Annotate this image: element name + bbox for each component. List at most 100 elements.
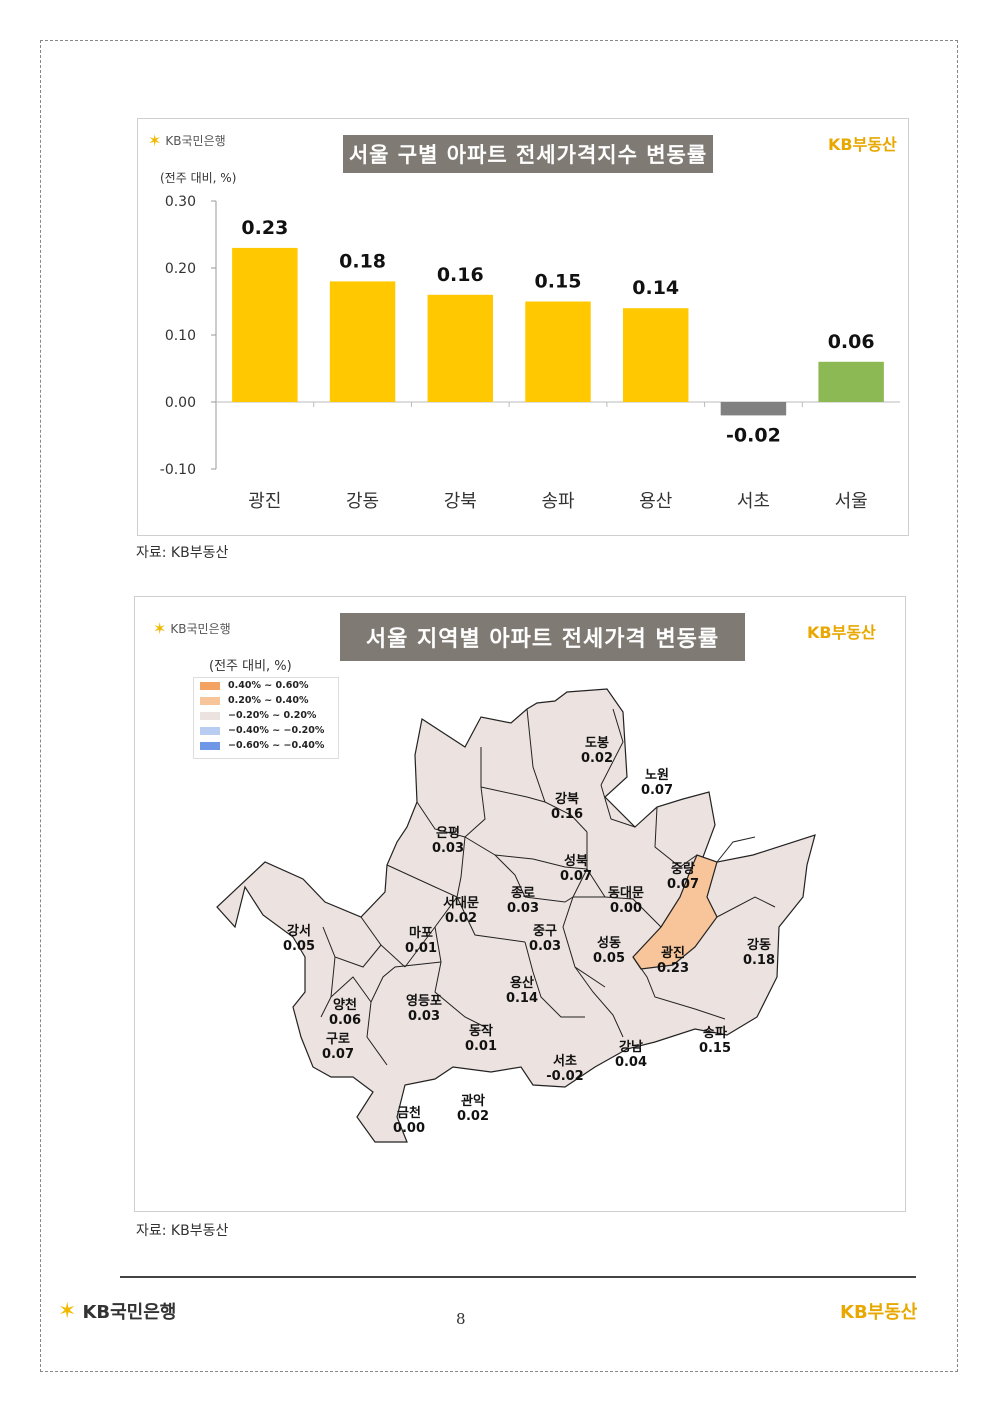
legend-swatch: [200, 741, 220, 750]
district-value-label: 0.05: [283, 939, 315, 954]
legend-item: 0.20% ~ 0.40%: [194, 693, 338, 708]
district-value-label: 0.03: [529, 939, 561, 954]
data-label: 0.15: [535, 271, 582, 293]
district-value-label: 0.06: [329, 1013, 361, 1028]
kb-bank-logo: ✶ KB국민은행: [153, 619, 231, 638]
district-name-label: 성북: [564, 854, 588, 869]
district-name-label: 중랑: [671, 862, 695, 877]
district-value-label: 0.00: [393, 1121, 425, 1136]
district-name-label: 용산: [510, 975, 534, 991]
district-border: [562, 868, 606, 988]
district-border: [600, 708, 624, 786]
district-border: [456, 896, 526, 943]
district-value-label: 0.03: [507, 901, 539, 916]
legend-swatch: [200, 696, 220, 705]
district-name-label: 은평: [436, 825, 460, 841]
district-value-label: 0.02: [581, 751, 613, 766]
district-name-label: 강북: [555, 791, 579, 807]
district-border: [600, 784, 636, 828]
kb-star-icon: ✶: [148, 131, 162, 150]
district-value-label: 0.16: [551, 807, 583, 822]
district-value-label: 0.05: [593, 951, 625, 966]
district-name-label: 중구: [533, 924, 557, 939]
district-border: [386, 864, 458, 898]
district-value-label: 0.14: [506, 991, 538, 1006]
y-tick-label: 0.20: [165, 261, 196, 277]
legend-label: −0.60% ~ −0.40%: [228, 740, 325, 751]
bar-chart-panel: ✶ KB국민은행 서울 구별 아파트 전세가격지수 변동률 KB부동산 (전주 …: [137, 118, 909, 536]
legend-item: 0.40% ~ 0.60%: [194, 678, 338, 693]
map-districts: [216, 688, 816, 1143]
data-label: 0.23: [241, 217, 288, 239]
data-label: 0.14: [632, 277, 679, 299]
district-border: [480, 786, 546, 803]
page-number: 8: [456, 1310, 466, 1328]
kb-star-icon: ✶: [153, 619, 167, 638]
district-border: [366, 961, 442, 1066]
x-tick-label: 용산: [639, 491, 672, 512]
district-name-label: 마포: [409, 925, 433, 941]
district-value-label: 0.15: [699, 1041, 731, 1056]
bar-chart: 0.30 0.20 0.10 0.00 -0.10 0.23 광진 0.18 강동 0.16 강북 0…: [160, 194, 900, 512]
district-border: [524, 941, 585, 1018]
data-label: 0.06: [828, 331, 875, 353]
district-name-label: 강남: [619, 1039, 643, 1055]
kb-bank-logo-text: KB국민은행: [165, 134, 226, 148]
bar: [720, 402, 787, 416]
district-name-label: 영등포: [406, 994, 442, 1009]
kb-bank-logo: ✶ KB국민은행: [148, 131, 226, 150]
district-border: [464, 747, 486, 838]
district-border: [654, 806, 681, 868]
district-name-label: 강동: [747, 937, 771, 953]
district-border: [679, 854, 698, 868]
map-panel: ✶ KB국민은행 서울 지역별 아파트 전세가격 변동률 KB부동산 (전주 대…: [134, 596, 906, 1212]
district-name-label: 서대문: [443, 896, 479, 911]
district-value-label: 0.03: [432, 841, 464, 856]
page-border: [40, 40, 958, 1372]
bar: [622, 308, 689, 402]
district-name-label: 노원: [645, 768, 669, 783]
district-border: [322, 926, 382, 968]
footer-divider: [120, 1276, 916, 1278]
footer-kb-bank-logo-text: KB국민은행: [82, 1302, 177, 1323]
bar: [329, 281, 396, 402]
district-name-label: 관악: [461, 1093, 485, 1109]
legend-label: −0.20% ~ 0.20%: [228, 710, 317, 721]
map-source: 자료: KB부동산: [136, 1223, 229, 1239]
district-name-label: 강서: [287, 923, 311, 939]
district-border: [416, 801, 466, 838]
district-border: [524, 896, 574, 903]
district-border: [716, 896, 776, 918]
district-value-label: 0.00: [610, 901, 642, 916]
district-value-label: 0.07: [560, 869, 592, 884]
kb-realestate-logo: KB부동산: [828, 135, 897, 154]
district-value-label: 0.02: [445, 911, 477, 926]
district-border: [632, 956, 726, 1020]
y-tick-label: 0.10: [165, 328, 196, 344]
district-value-label: 0.02: [457, 1109, 489, 1124]
bar: [818, 361, 884, 402]
district-value-label: 0.18: [743, 953, 775, 968]
bar: [525, 301, 591, 402]
x-tick-label: 송파: [541, 491, 575, 512]
map-title: 서울 지역별 아파트 전세가격 변동률: [340, 613, 745, 661]
district-name-label: 금천: [397, 1106, 421, 1121]
legend-item: −0.40% ~ −0.20%: [194, 723, 338, 738]
district-name-label: 성동: [597, 936, 621, 951]
legend-label: 0.40% ~ 0.60%: [228, 680, 309, 691]
district-name-label: 송파: [703, 1026, 727, 1041]
district-name-label: 서초: [553, 1054, 577, 1069]
legend-label: −0.40% ~ −0.20%: [228, 725, 325, 736]
map-unit-label: (전주 대비, %): [209, 659, 292, 674]
district-border: [434, 926, 486, 1028]
district-value-label: 0.07: [641, 783, 673, 798]
legend-swatch: [200, 711, 220, 720]
district-name-label: 구로: [326, 1032, 350, 1047]
legend-swatch: [200, 681, 220, 690]
district-border: [574, 966, 624, 1038]
district-value-label: 0.01: [465, 1039, 497, 1054]
district-name-label: 종로: [511, 886, 535, 901]
x-tick-label: 서초: [737, 491, 770, 512]
district-name-label: 광진: [661, 945, 685, 961]
